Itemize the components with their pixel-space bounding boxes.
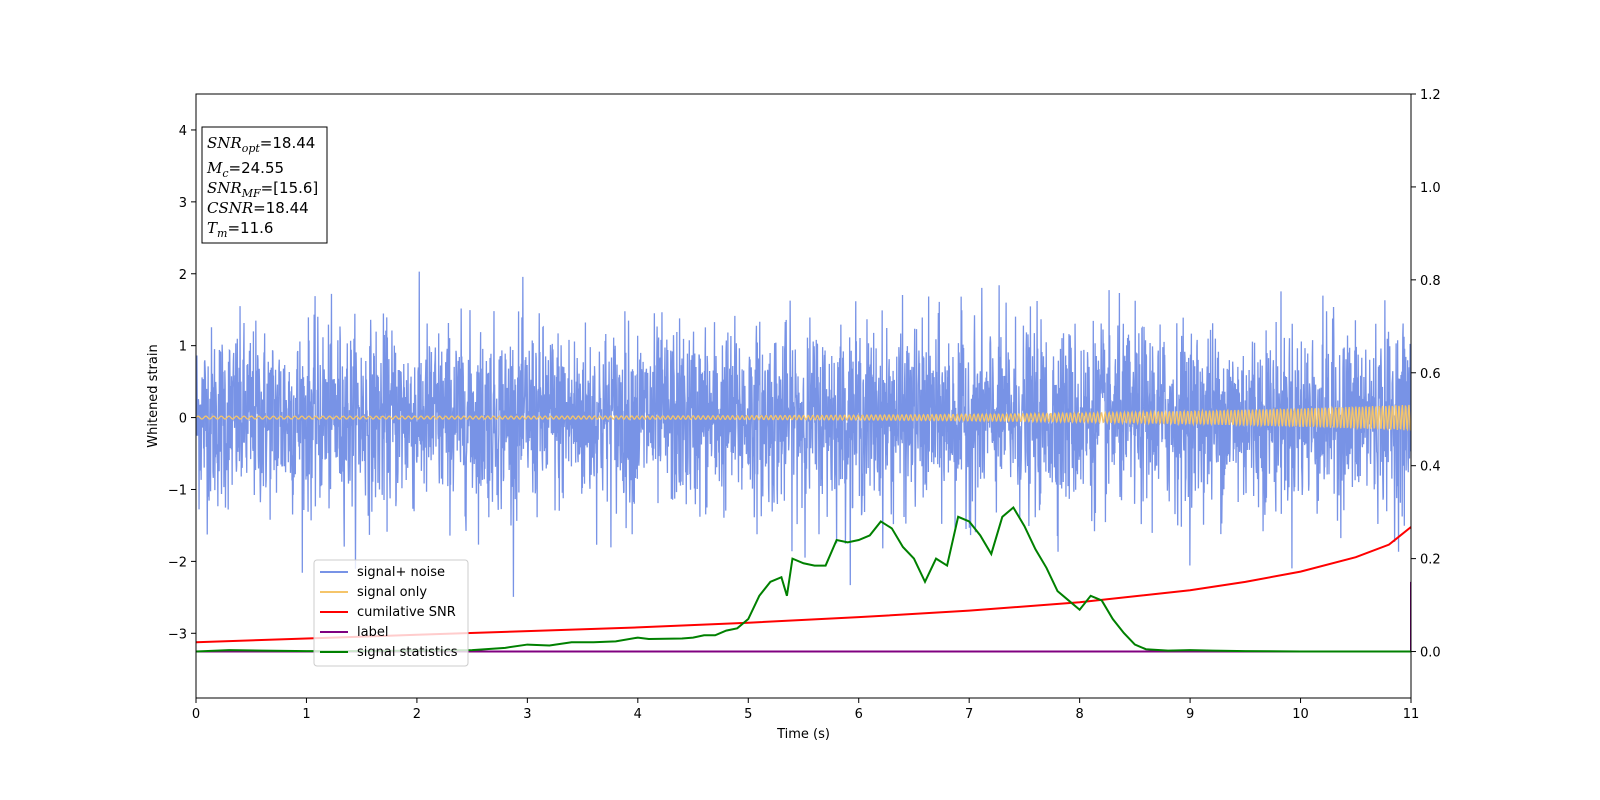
series-signal-only (196, 404, 1411, 432)
legend: signal+ noise signal only cumilative SNR… (313, 559, 469, 667)
x-tick-label: 8 (1075, 707, 1083, 722)
axes: 0 1 2 3 4 5 6 7 8 9 10 11 −3 −2 −1 0 1 2 3 4 0.0 0.2 0.4 0.6 0.8… (146, 88, 1441, 742)
x-tick-label: 0 (192, 707, 200, 722)
y-tick-label: 1 (179, 340, 187, 355)
y2-tick-label: 0.8 (1420, 274, 1441, 289)
annotation-csnr: CSNR=18.44 (207, 199, 309, 217)
x-tick-label: 11 (1403, 707, 1420, 722)
x-tick-label: 4 (634, 707, 642, 722)
annotation-box: SNRopt=18.44 Mc=24.55 SNRMF=[15.6] CSNR=… (201, 126, 328, 244)
y-axis-label: Whitened strain (146, 344, 161, 447)
y-tick-label: −3 (168, 627, 187, 642)
plot-frame (195, 93, 1412, 699)
y2-tick-label: 0.0 (1420, 646, 1441, 661)
y-tick-label: −2 (168, 555, 187, 570)
annotation-mc: Mc=24.55 (206, 159, 284, 180)
series-signal-noise (196, 271, 1411, 597)
legend-label-label: label (357, 625, 388, 640)
y-tick-label: −1 (168, 483, 187, 498)
y-tick-label: 4 (179, 124, 187, 139)
x-tick-label: 5 (744, 707, 752, 722)
legend-label-signal-statistics: signal statistics (357, 645, 458, 660)
x-tick-label: 9 (1186, 707, 1194, 722)
y-tick-label: 0 (179, 412, 187, 427)
x-tick-label: 3 (523, 707, 531, 722)
series-signal-statistics (196, 505, 1411, 653)
legend-label-cumulative-snr: cumilative SNR (357, 605, 456, 620)
y-tick-label: 3 (179, 196, 187, 211)
annotation-snr-opt: SNRopt=18.44 (207, 134, 315, 155)
legend-label-signal-noise: signal+ noise (357, 565, 445, 580)
x-tick-label: 7 (965, 707, 973, 722)
legend-label-signal-only: signal only (357, 585, 427, 600)
x-tick-label: 10 (1292, 707, 1309, 722)
annotation-tm: Tm=11.6 (207, 219, 273, 240)
annotation-snr-mf: SNRMF=[15.6] (207, 179, 318, 200)
y2-tick-label: 1.2 (1420, 88, 1441, 103)
y2-tick-label: 1.0 (1420, 181, 1441, 196)
x-tick-label: 2 (413, 707, 421, 722)
y-tick-label: 2 (179, 268, 187, 283)
y2-tick-label: 0.4 (1420, 460, 1441, 475)
x-tick-label: 1 (302, 707, 310, 722)
x-tick-label: 6 (855, 707, 863, 722)
y2-tick-label: 0.2 (1420, 553, 1441, 568)
y2-tick-label: 0.6 (1420, 367, 1441, 382)
x-axis-label: Time (s) (776, 727, 830, 742)
